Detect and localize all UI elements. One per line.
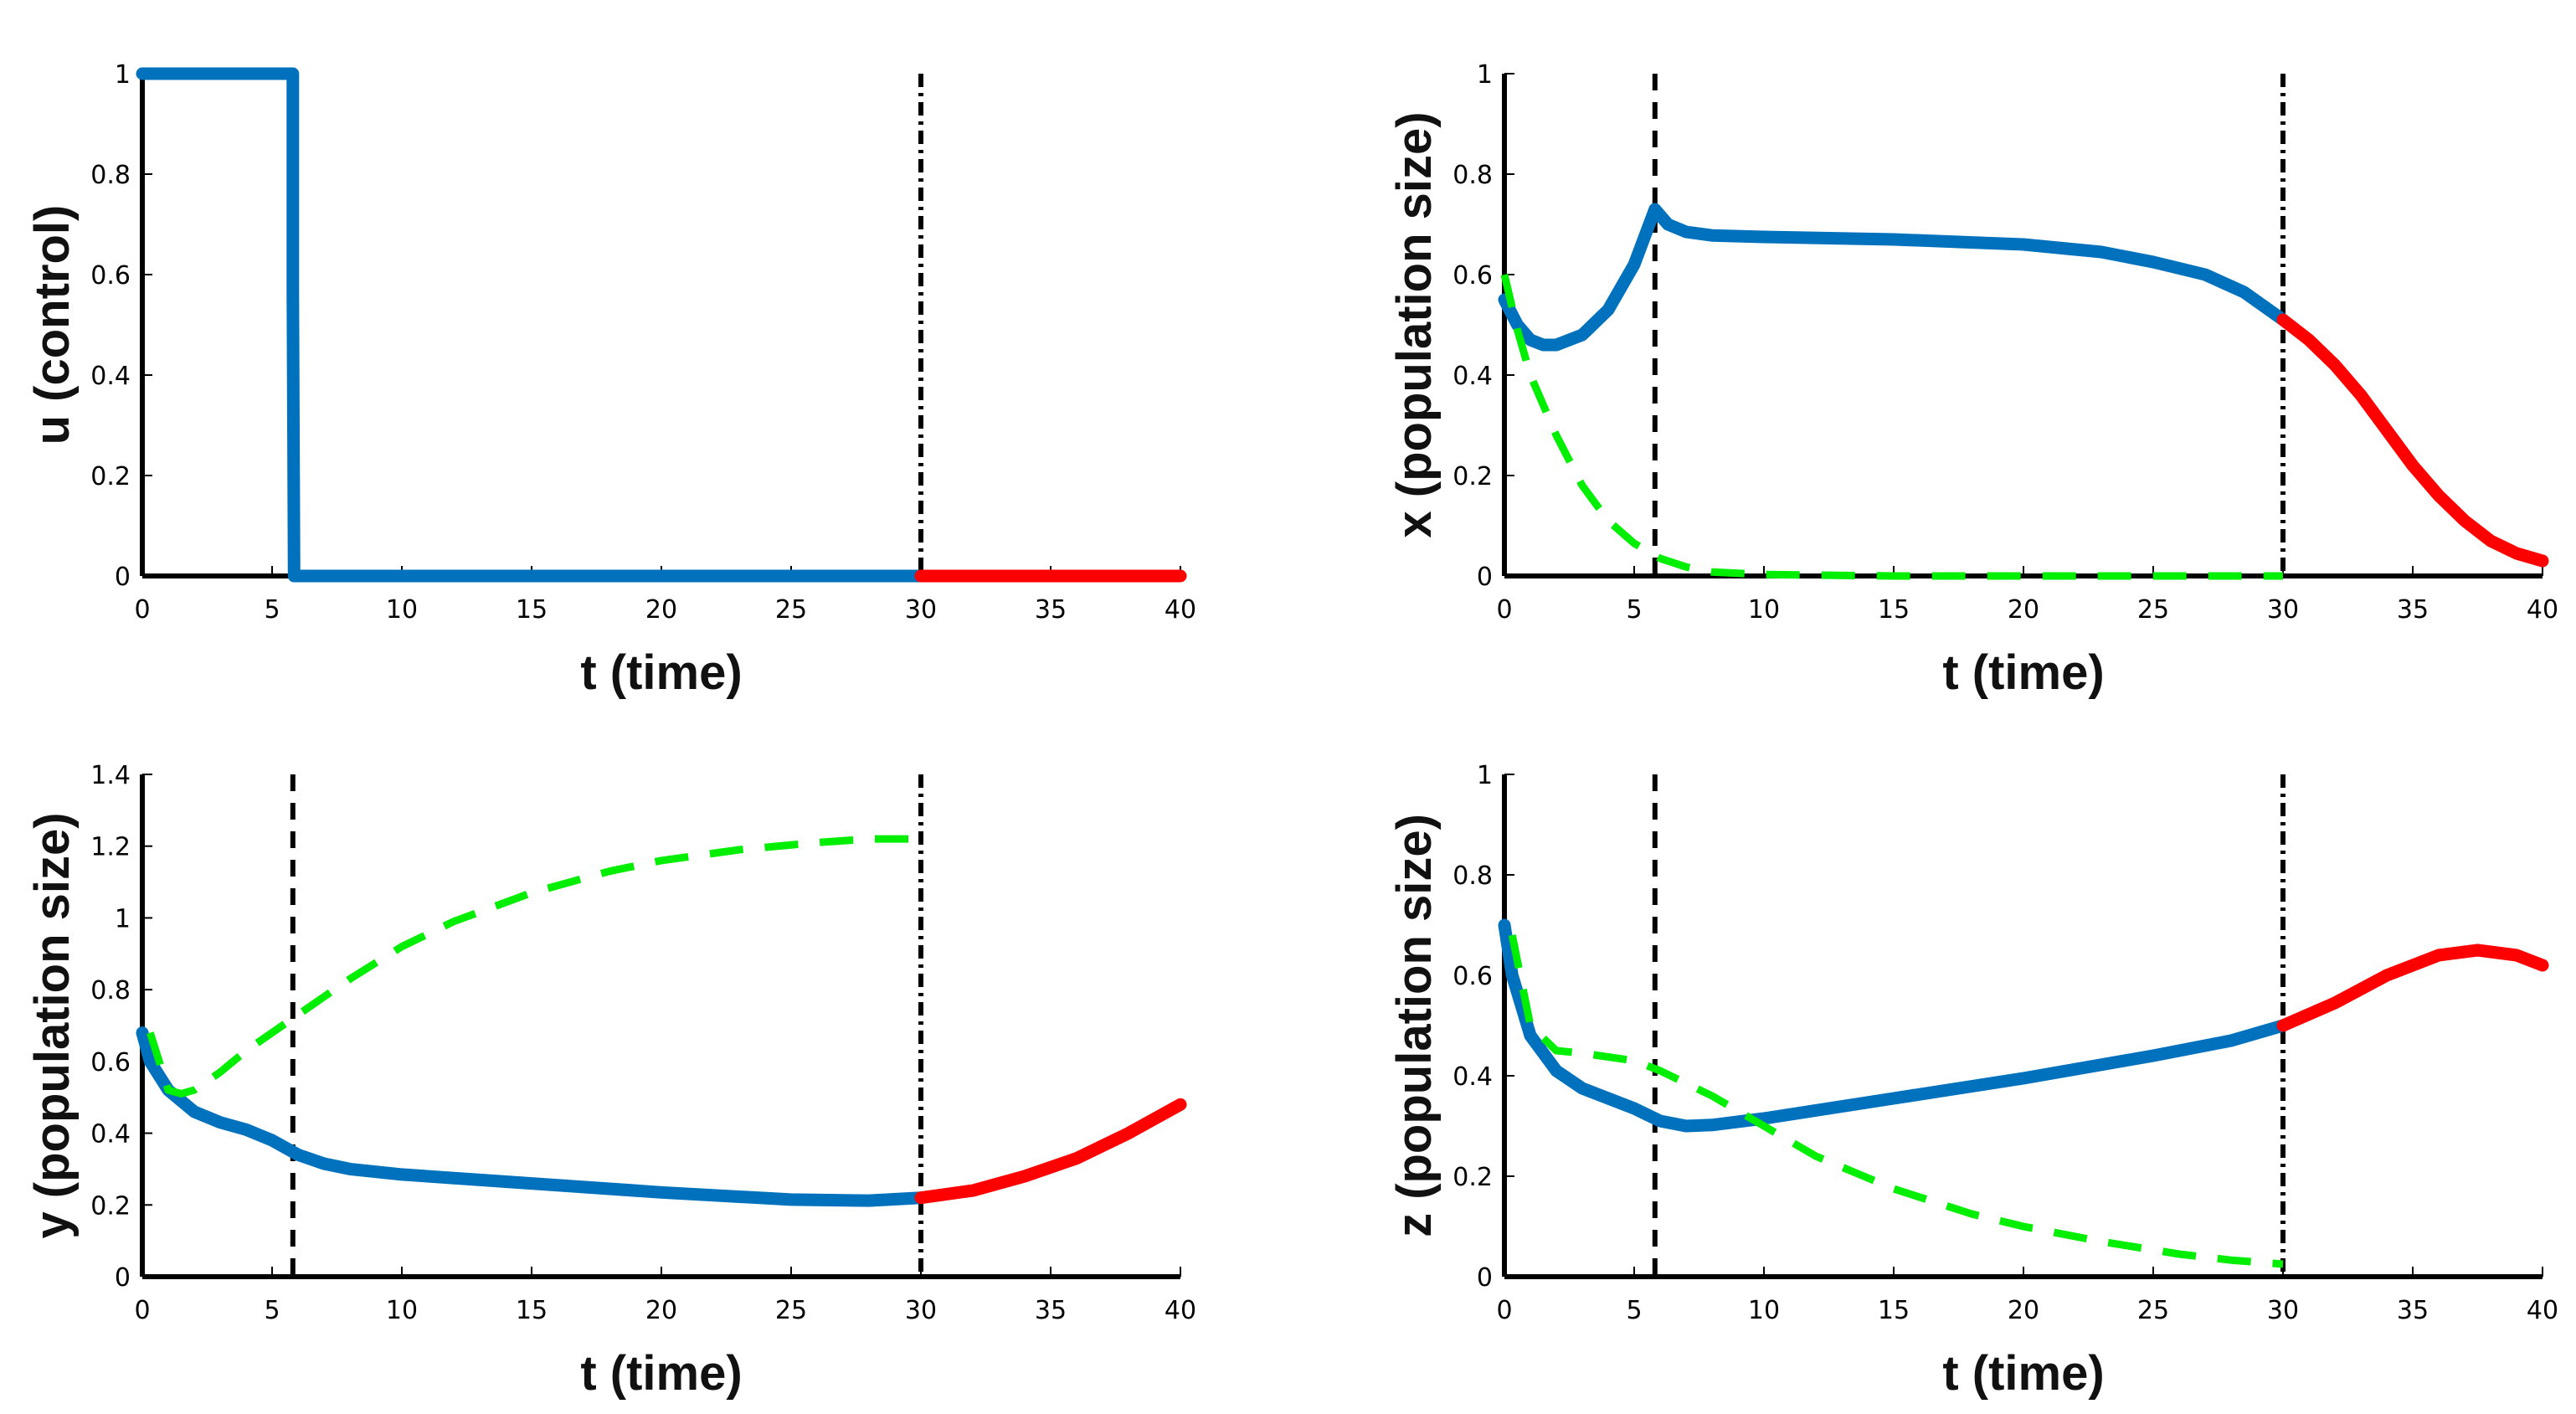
y-tick-label: 1 (1477, 60, 1493, 90)
series-untreated (1500, 273, 2283, 580)
x-tick-label: 20 (645, 595, 677, 625)
y-tick-label: 0.4 (1453, 1062, 1493, 1092)
y-tick-label: 0 (1477, 563, 1493, 592)
y-tick-label: 0.4 (90, 362, 131, 391)
y-tick-label: 0 (115, 563, 131, 592)
y-tick-label: 0.8 (90, 161, 131, 190)
x-tick-label: 10 (1748, 1296, 1780, 1325)
y-tick-label: 1 (115, 60, 131, 90)
x-tick-label: 40 (1165, 1296, 1196, 1325)
x-tick-label: 20 (2008, 595, 2039, 625)
x-tick-label: 20 (645, 1296, 677, 1325)
y-tick-label: 0 (1477, 1263, 1493, 1293)
y-tick-label: 1 (1477, 761, 1493, 790)
x-tick-label: 15 (516, 1296, 548, 1325)
plot-area: 0 5 10 15 20 25 30 35 40 0 0.2 0.4 0.6 0.8 1 (1453, 761, 2558, 1325)
series-post-treatment (2276, 313, 2549, 568)
x-axis-label: t (time) (1942, 645, 2104, 700)
x-tick-label: 10 (386, 595, 418, 625)
x-tick-label: 40 (2527, 1296, 2558, 1325)
x-axis-label: t (time) (580, 645, 742, 700)
series-treated (136, 1026, 928, 1207)
y-tick-label: 0.2 (1453, 462, 1493, 491)
x-tick-label: 10 (1748, 595, 1780, 625)
y-tick-label: 1 (115, 904, 131, 933)
x-tick-label: 0 (134, 1296, 150, 1325)
plot-area: 0 5 10 15 20 25 30 35 40 0 0.2 0.4 0.6 0.8 1 (1453, 60, 2558, 625)
y-tick-label: 0.2 (90, 1191, 131, 1221)
y-axis-label: u (control) (25, 205, 80, 445)
y-tick-label: 0.6 (90, 1048, 131, 1077)
x-tick-label: 0 (1496, 595, 1512, 625)
series-post-treatment (2276, 944, 2549, 1032)
x-tick-label: 25 (2137, 595, 2169, 625)
y-tick-label: 0.6 (1453, 261, 1493, 291)
series-untreated (1508, 934, 2284, 1268)
x-tick-label: 35 (1035, 595, 1067, 625)
x-tick-label: 15 (1878, 595, 1910, 625)
x-tick-label: 20 (2008, 1296, 2039, 1325)
x-tick-label: 5 (1626, 1296, 1642, 1325)
x-tick-label: 5 (264, 1296, 280, 1325)
y-axis-label: x (population size) (1387, 111, 1442, 537)
y-tick-label: 0.2 (1453, 1163, 1493, 1192)
x-tick-label: 35 (2397, 1296, 2429, 1325)
y-tick-label: 0.2 (90, 462, 131, 491)
x-axis-label: t (time) (580, 1346, 742, 1401)
y-tick-label: 1.4 (90, 761, 131, 790)
x-tick-label: 25 (2137, 1296, 2169, 1325)
y-tick-label: 0.8 (90, 976, 131, 1005)
x-tick-label: 0 (134, 595, 150, 625)
x-tick-label: 35 (2397, 595, 2429, 625)
x-tick-label: 30 (2267, 1296, 2299, 1325)
x-tick-label: 0 (1496, 1296, 1512, 1325)
y-tick-label: 1.2 (90, 833, 131, 862)
x-tick-label: 5 (264, 595, 280, 625)
x-tick-label: 5 (1626, 595, 1642, 625)
y-tick-label: 0.4 (1453, 362, 1493, 391)
panel-y-population: 0 5 10 15 20 25 30 35 40 0 0.2 0.4 0.6 0.8 1 1.2 1.4 t (… (25, 761, 1196, 1401)
y-tick-label: 0.6 (90, 261, 131, 291)
x-tick-label: 10 (386, 1296, 418, 1325)
x-tick-label: 15 (1878, 1296, 1910, 1325)
x-tick-label: 25 (775, 595, 807, 625)
x-tick-label: 40 (2527, 595, 2558, 625)
y-axis-label: z (population size) (1387, 814, 1442, 1237)
y-tick-label: 0 (115, 1263, 131, 1293)
y-tick-label: 0.6 (1453, 962, 1493, 991)
series-treated (1498, 203, 2290, 352)
series-untreated (147, 835, 921, 1098)
x-tick-label: 40 (1165, 595, 1196, 625)
x-tick-label: 30 (905, 1296, 937, 1325)
x-tick-label: 30 (2267, 595, 2299, 625)
series-treated (1498, 918, 2290, 1133)
y-tick-label: 0.4 (90, 1120, 131, 1149)
x-axis-label: t (time) (1942, 1346, 2104, 1401)
x-tick-label: 15 (516, 595, 548, 625)
plot-area: 0 5 10 15 20 25 30 35 40 0 0.2 0.4 0.6 0.8 1 (90, 60, 1196, 625)
y-tick-label: 0.8 (1453, 861, 1493, 891)
plot-area: 0 5 10 15 20 25 30 35 40 0 0.2 0.4 0.6 0.8 1 1.2 1.4 (90, 761, 1196, 1325)
series-post-treatment (914, 1098, 1187, 1205)
x-tick-label: 30 (905, 595, 937, 625)
series-control (136, 67, 928, 583)
x-tick-label: 25 (775, 1296, 807, 1325)
x-tick-label: 35 (1035, 1296, 1067, 1325)
y-axis-label: y (population size) (25, 812, 80, 1238)
y-tick-label: 0.8 (1453, 161, 1493, 190)
